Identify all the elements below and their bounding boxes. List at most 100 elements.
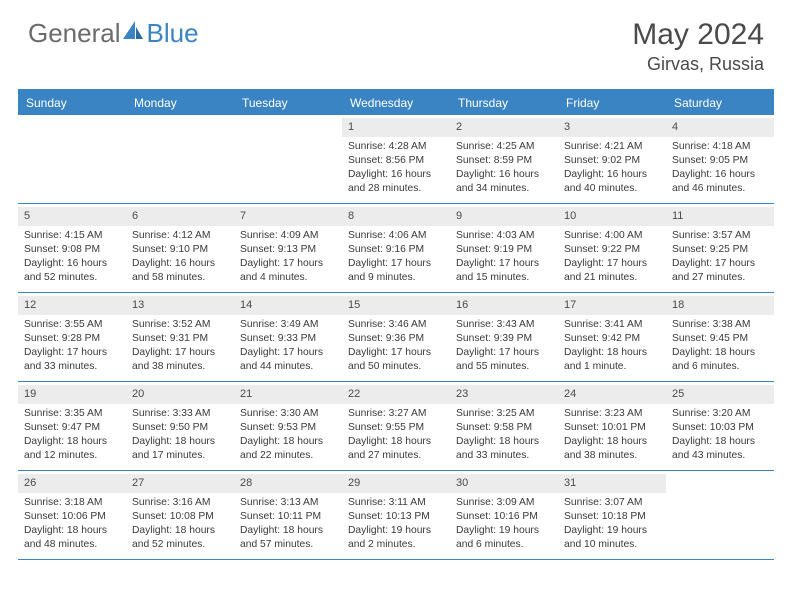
day-cell: 22Sunrise: 3:27 AMSunset: 9:55 PMDayligh… (342, 382, 450, 470)
day-number: 21 (234, 385, 342, 404)
day-number: 9 (450, 207, 558, 226)
sunset-text: Sunset: 9:47 PM (24, 421, 120, 435)
sunset-text: Sunset: 9:36 PM (348, 332, 444, 346)
day2-text: and 43 minutes. (672, 449, 768, 463)
day-number: 14 (234, 296, 342, 315)
day1-text: Daylight: 17 hours (456, 346, 552, 360)
day2-text: and 12 minutes. (24, 449, 120, 463)
day1-text: Daylight: 16 hours (672, 168, 768, 182)
day2-text: and 21 minutes. (564, 271, 660, 285)
day1-text: Daylight: 17 hours (132, 346, 228, 360)
day-cell: 27Sunrise: 3:16 AMSunset: 10:08 PMDaylig… (126, 471, 234, 559)
day-cell (234, 115, 342, 203)
sunset-text: Sunset: 9:50 PM (132, 421, 228, 435)
day2-text: and 1 minute. (564, 360, 660, 374)
day2-text: and 50 minutes. (348, 360, 444, 374)
sunrise-text: Sunrise: 4:21 AM (564, 140, 660, 154)
day-number: 25 (666, 385, 774, 404)
sunrise-text: Sunrise: 3:27 AM (348, 407, 444, 421)
sunrise-text: Sunrise: 4:09 AM (240, 229, 336, 243)
day2-text: and 9 minutes. (348, 271, 444, 285)
day-number: 27 (126, 474, 234, 493)
day-cell: 24 Sunrise: 3:23 AMSunset: 10:01 PMDaylig… (558, 382, 666, 470)
day1-text: Daylight: 16 hours (456, 168, 552, 182)
sunset-text: Sunset: 9:02 PM (564, 154, 660, 168)
day2-text: and 38 minutes. (564, 449, 660, 463)
sunset-text: Sunset: 9:33 PM (240, 332, 336, 346)
week-row: 19Sunrise: 3:35 AMSunset: 9:47 PMDayligh… (18, 382, 774, 471)
day-number: 31 (558, 474, 666, 493)
sunset-text: Sunset: 9:31 PM (132, 332, 228, 346)
day-cell: 7Sunrise: 4:09 AMSunset: 9:13 PMDaylight… (234, 204, 342, 292)
day-cell: 8Sunrise: 4:06 AMSunset: 9:16 PMDaylight… (342, 204, 450, 292)
sunset-text: Sunset: 9:42 PM (564, 332, 660, 346)
sunset-text: Sunset: 10:13 PM (348, 510, 444, 524)
day-number: 20 (126, 385, 234, 404)
day-number: 5 (18, 207, 126, 226)
day-cell: 11Sunrise: 3:57 AMSunset: 9:25 PMDayligh… (666, 204, 774, 292)
day1-text: Daylight: 18 hours (132, 524, 228, 538)
day-number: 26 (18, 474, 126, 493)
sunrise-text: Sunrise: 3:30 AM (240, 407, 336, 421)
day-cell: 20Sunrise: 3:33 AMSunset: 9:50 PMDayligh… (126, 382, 234, 470)
day-cell: 3Sunrise: 4:21 AMSunset: 9:02 PMDaylight… (558, 115, 666, 203)
day1-text: Daylight: 18 hours (672, 346, 768, 360)
day-cell: 25Sunrise: 3:20 AMSunset: 10:03 PMDaylig… (666, 382, 774, 470)
day2-text: and 48 minutes. (24, 538, 120, 552)
day-cell: 9Sunrise: 4:03 AMSunset: 9:19 PMDaylight… (450, 204, 558, 292)
day2-text: and 27 minutes. (348, 449, 444, 463)
day-cell: 26Sunrise: 3:18 AMSunset: 10:06 PMDaylig… (18, 471, 126, 559)
day-number: 1 (342, 118, 450, 137)
day-cell: 12Sunrise: 3:55 AMSunset: 9:28 PMDayligh… (18, 293, 126, 381)
sunrise-text: Sunrise: 3:43 AM (456, 318, 552, 332)
sunrise-text: Sunrise: 4:03 AM (456, 229, 552, 243)
day1-text: Daylight: 19 hours (564, 524, 660, 538)
day1-text: Daylight: 18 hours (24, 435, 120, 449)
day1-text: Daylight: 18 hours (672, 435, 768, 449)
day-number: 4 (666, 118, 774, 137)
day2-text: and 6 minutes. (672, 360, 768, 374)
day-cell: 21Sunrise: 3:30 AMSunset: 9:53 PMDayligh… (234, 382, 342, 470)
sunset-text: Sunset: 9:08 PM (24, 243, 120, 257)
day-number: 10 (558, 207, 666, 226)
weekday-header-row: SundayMondayTuesdayWednesdayThursdayFrid… (18, 91, 774, 115)
day2-text: and 55 minutes. (456, 360, 552, 374)
sunrise-text: Sunrise: 3:18 AM (24, 496, 120, 510)
sunrise-text: Sunrise: 3:35 AM (24, 407, 120, 421)
sunrise-text: Sunrise: 3:38 AM (672, 318, 768, 332)
day1-text: Daylight: 16 hours (132, 257, 228, 271)
day1-text: Daylight: 18 hours (24, 524, 120, 538)
sunset-text: Sunset: 9:39 PM (456, 332, 552, 346)
day1-text: Daylight: 18 hours (456, 435, 552, 449)
weekday-header: Tuesday (234, 91, 342, 115)
day1-text: Daylight: 18 hours (240, 524, 336, 538)
sunrise-text: Sunrise: 4:25 AM (456, 140, 552, 154)
day-number: 24 (558, 385, 666, 404)
sunrise-text: Sunrise: 4:28 AM (348, 140, 444, 154)
sunrise-text: Sunrise: 3:13 AM (240, 496, 336, 510)
day-cell: 28Sunrise: 3:13 AMSunset: 10:11 PMDaylig… (234, 471, 342, 559)
day-cell: 4Sunrise: 4:18 AMSunset: 9:05 PMDaylight… (666, 115, 774, 203)
sunrise-text: Sunrise: 3:49 AM (240, 318, 336, 332)
logo-sail-icon (121, 19, 145, 48)
day-number: 23 (450, 385, 558, 404)
week-row: 1Sunrise: 4:28 AMSunset: 8:56 PMDaylight… (18, 115, 774, 204)
day-cell: 31Sunrise: 3:07 AMSunset: 10:18 PMDaylig… (558, 471, 666, 559)
day1-text: Daylight: 17 hours (348, 346, 444, 360)
day1-text: Daylight: 18 hours (564, 435, 660, 449)
day1-text: Daylight: 17 hours (456, 257, 552, 271)
sunrise-text: Sunrise: 3:23 AM (564, 407, 660, 421)
day1-text: Daylight: 18 hours (348, 435, 444, 449)
sunrise-text: Sunrise: 3:16 AM (132, 496, 228, 510)
day-cell: 5Sunrise: 4:15 AMSunset: 9:08 PMDaylight… (18, 204, 126, 292)
day1-text: Daylight: 17 hours (240, 257, 336, 271)
location: Girvas, Russia (632, 54, 764, 75)
day-cell: 18Sunrise: 3:38 AMSunset: 9:45 PMDayligh… (666, 293, 774, 381)
calendar: SundayMondayTuesdayWednesdayThursdayFrid… (18, 89, 774, 560)
day-cell: 14Sunrise: 3:49 AMSunset: 9:33 PMDayligh… (234, 293, 342, 381)
week-row: 12Sunrise: 3:55 AMSunset: 9:28 PMDayligh… (18, 293, 774, 382)
day-number: 2 (450, 118, 558, 137)
weekday-header: Saturday (666, 91, 774, 115)
day-number: 28 (234, 474, 342, 493)
sunset-text: Sunset: 10:01 PM (564, 421, 660, 435)
